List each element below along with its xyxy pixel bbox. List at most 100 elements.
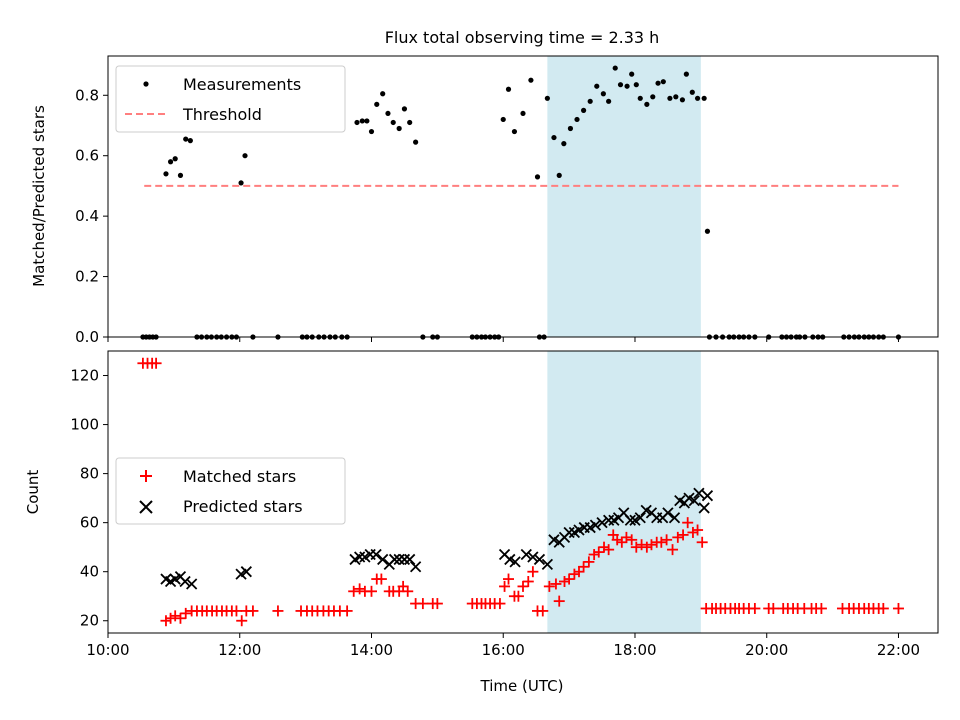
matched-star-point [661,534,673,546]
matched-star-point [543,580,555,592]
x-tick-label: 18:00 [613,641,656,659]
legend-predicted-marker [139,500,153,514]
matched-star-point [611,534,623,546]
measurement-point [167,159,174,165]
matched-star-point [655,536,667,548]
matched-star-point [767,602,779,614]
predicted-star-point [393,553,405,566]
count-y-tick-label: 20 [80,612,99,630]
matched-star-point [354,583,366,595]
measurement-point [183,136,189,142]
matched-star-point [616,536,628,548]
matched-star-point [588,549,600,561]
matched-star-point [174,612,186,624]
measurement-point [600,91,606,97]
predicted-star-point [624,514,637,526]
predicted-star-point [698,502,710,514]
measurement-point [650,94,656,100]
predicted-stars-points [160,487,714,590]
legend-matched-marker [140,470,152,482]
matched-star-point [578,561,590,573]
count-legend-box [115,457,346,525]
measurement-point [581,107,587,113]
matched-star-point [641,541,653,553]
measurement-point [594,83,600,89]
measurement-point [701,95,707,101]
measurement-point [359,118,365,124]
ratio-shaded-band [547,56,701,337]
measurement-point [704,228,711,234]
measurement-point [606,98,612,104]
matched-star-point [593,546,605,558]
matched-star-point [687,526,699,538]
x-tick-label: 12:00 [218,641,261,659]
matched-star-point [550,578,562,590]
x-tick-label: 20:00 [745,641,788,659]
x-tick-label: 14:00 [350,641,393,659]
matched-star-point [598,541,610,553]
predicted-star-point [701,490,714,502]
matched-star-point [431,598,443,610]
measurement-point [364,118,370,124]
matched-star-point [672,531,684,543]
x-axis-label: Time (UTC) [480,677,564,695]
matched-star-point [573,566,585,578]
measurement-point [633,82,639,88]
matched-star-point [348,585,360,597]
ratio-x-ticks [107,337,899,342]
matched-star-point [563,573,575,585]
legend-measurements-marker [143,81,149,87]
measurement-point [520,110,526,117]
count-plot-frame [107,350,939,634]
matched-star-point [583,556,595,568]
measurement-point [528,77,534,83]
matched-star-point [892,602,904,614]
matched-star-point [150,357,162,369]
matched-stars-points [137,357,904,627]
predicted-star-point [409,561,422,573]
measurement-point [390,119,396,126]
predicted-star-point [589,519,602,531]
matched-star-point [517,580,529,592]
predicted-star-point [509,556,521,568]
predicted-star-point [668,512,681,524]
legend-measurements-label: Measurements [183,75,301,94]
ratio-y-tick-label: 0.0 [75,328,99,346]
matched-star-point [815,602,827,614]
predicted-star-point [662,507,674,519]
measurement-point [673,94,679,100]
measurement-point [694,95,701,101]
predicted-star-point [533,553,546,566]
matched-star-point [160,615,172,627]
matched-star-point [375,573,387,585]
count-y-tick-label: 80 [80,465,99,483]
matched-star-point [603,544,615,556]
matched-star-point [365,585,377,597]
measurement-point [567,125,574,132]
predicted-star-point [688,494,700,507]
measurement-point [187,138,193,144]
x-tick-label: 10:00 [86,641,129,659]
measurement-point [679,97,686,103]
predicted-star-point [634,512,646,524]
count-y-tick-label: 40 [80,563,99,581]
measurement-point [689,89,695,95]
ratio-panel: 0.00.20.40.60.8 Matched/Predicted stars … [30,55,939,346]
predicted-star-point [370,548,382,561]
legend-matched-label: Matched stars [183,467,296,486]
predicted-star-point [541,558,554,570]
measurement-point [385,110,391,117]
chart-title: Flux total observing time = 2.33 h [385,28,660,47]
matched-star-point [626,534,638,546]
predicted-star-point [404,553,416,566]
legend-threshold-label: Threshold [182,105,262,124]
ratio-y-tick-label: 0.8 [75,86,99,104]
matched-star-point [494,598,506,610]
measurement-point [561,141,567,147]
ratio-legend-box [115,65,346,133]
legend-predicted-label: Predicted stars [183,497,303,516]
matched-star-point [247,605,259,617]
matched-star-point [645,539,657,551]
measurement-point [505,86,512,92]
